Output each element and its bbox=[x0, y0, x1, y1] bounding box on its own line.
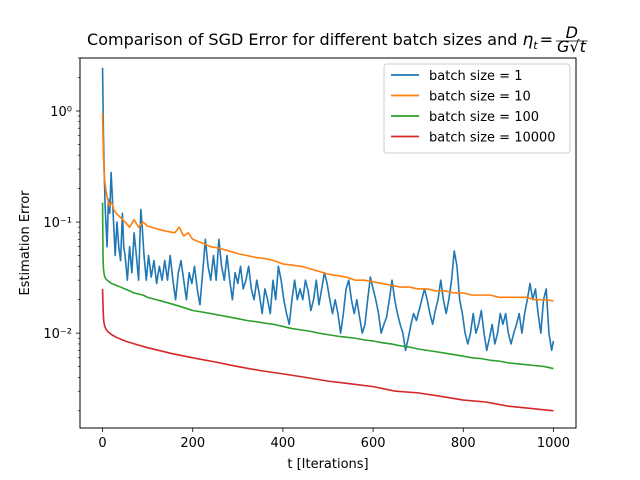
legend-frame bbox=[383, 63, 571, 154]
series-line-2 bbox=[101, 113, 554, 302]
legend-label-2: batch size = 10 bbox=[429, 90, 531, 105]
x-axis: 0 200 400 600 800 1000 bbox=[98, 428, 570, 451]
y-axis: 10⁻² 10⁻¹ 10⁰ bbox=[43, 57, 80, 412]
y-tick-label: 10⁰ bbox=[50, 105, 72, 120]
series-layer bbox=[101, 67, 555, 412]
plot-frame bbox=[79, 57, 577, 429]
x-axis-label: t [Iterations] bbox=[287, 457, 368, 472]
x-tick-label: 600 bbox=[361, 436, 386, 451]
y-axis-label: Estimation Error bbox=[18, 190, 33, 296]
title-text: Comparison of SGD Error for different ba… bbox=[87, 30, 522, 49]
legend-label-1: batch size = 1 bbox=[429, 69, 522, 84]
legend: batch size = 1 batch size = 10 batch size … bbox=[383, 63, 571, 154]
legend-label-3: batch size = 100 bbox=[429, 110, 539, 125]
x-tick-label: 200 bbox=[180, 436, 205, 451]
title-eta-sub: t bbox=[533, 39, 538, 52]
chart-title: Comparison of SGD Error for different ba… bbox=[87, 30, 553, 52]
title-fraction: D G√t bbox=[555, 23, 588, 56]
fraction-numerator: D bbox=[566, 23, 578, 42]
x-tick-label: 0 bbox=[98, 436, 106, 451]
legend-label-4: batch size = 10000 bbox=[429, 131, 556, 146]
series-line-4 bbox=[101, 288, 554, 412]
series-line-1 bbox=[101, 67, 555, 352]
x-tick-label: 800 bbox=[451, 436, 476, 451]
fraction-denominator: G√t bbox=[557, 37, 587, 56]
x-tick-label: 400 bbox=[270, 436, 295, 451]
x-tick-label: 1000 bbox=[537, 436, 570, 451]
y-tick-label: 10⁻² bbox=[43, 327, 72, 342]
title-eta: η bbox=[522, 30, 533, 50]
title-eq: = bbox=[540, 30, 553, 49]
y-tick-label: 10⁻¹ bbox=[43, 216, 72, 231]
series-line-3 bbox=[101, 202, 554, 370]
